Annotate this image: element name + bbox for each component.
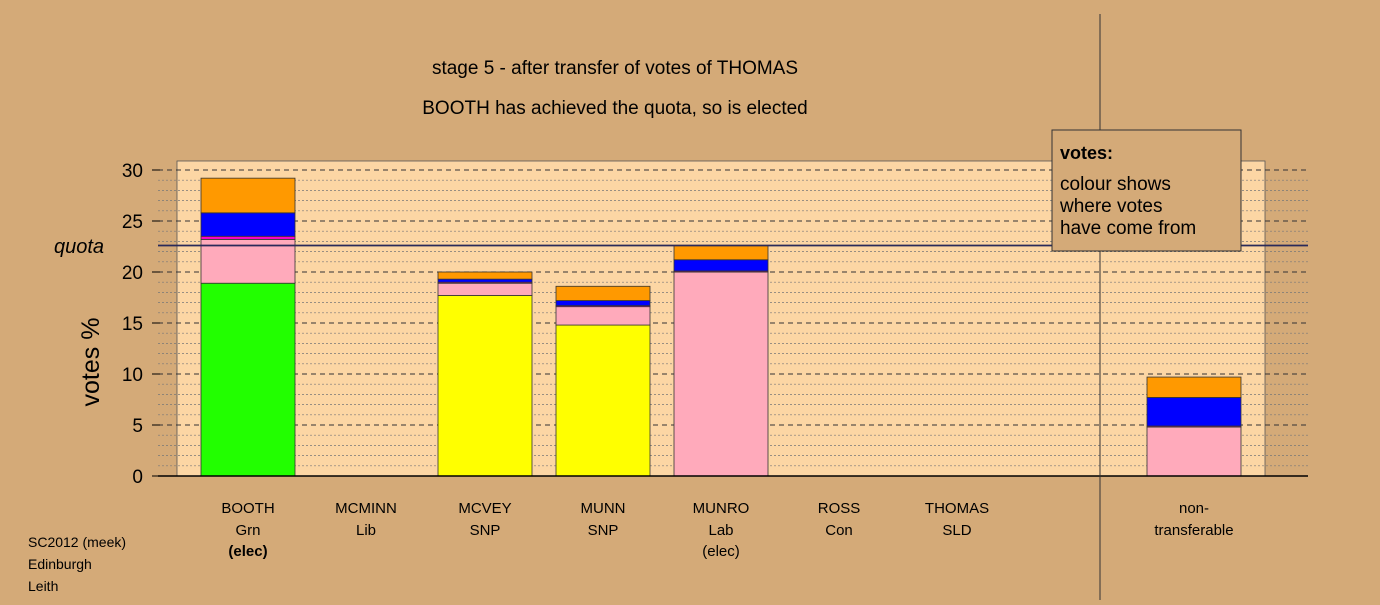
bar-segment-mcvey — [437, 271, 533, 280]
category-labels: BOOTH Grn (elec) MCMINN Lib MCVEY SNP MUNN SNP MU… — [221, 500, 1233, 560]
footer-line-2: Edinburgh — [28, 556, 92, 572]
category-name: MCMINN — [335, 500, 397, 517]
y-tick-label: 30 — [122, 161, 143, 182]
y-axis-label: votes % — [77, 318, 105, 407]
bar-segment-non — [1146, 397, 1242, 427]
bar-segment-munro — [673, 245, 769, 261]
chart-subtitle: BOOTH has achieved the quota, so is elec… — [422, 98, 808, 119]
category-party: SLD — [942, 522, 971, 539]
category-name: MUNN — [581, 500, 626, 517]
bar-segment-non — [1146, 426, 1242, 477]
category-name-line2: transferable — [1154, 522, 1233, 539]
category-name: MCVEY — [458, 500, 511, 517]
bar-segment-mcvey — [437, 282, 533, 296]
bar-segment-mcvey — [437, 295, 533, 477]
category-name: BOOTH — [221, 500, 274, 517]
category-party: Lib — [356, 522, 376, 539]
y-tick-label: 25 — [122, 212, 143, 233]
y-tick-label: 15 — [122, 314, 143, 335]
category-name: THOMAS — [925, 500, 989, 517]
legend-line-2: where votes — [1059, 196, 1162, 217]
bar-segment-munn — [555, 306, 651, 326]
category-party: Con — [825, 522, 853, 539]
bar-segment-munn — [555, 324, 651, 477]
bar-segment-munn — [555, 300, 651, 307]
quota-label: quota — [54, 236, 104, 258]
bar-segment-booth — [200, 177, 296, 214]
category-party: Grn — [235, 522, 260, 539]
bar-segment-booth — [200, 238, 296, 284]
y-tick-label: 20 — [122, 263, 143, 284]
bar-segment-munro — [673, 259, 769, 272]
legend: votes: colour shows where votes have com… — [1051, 129, 1242, 252]
bar-segment-mcvey — [437, 278, 533, 283]
bars — [200, 177, 1242, 477]
bar-segment-booth — [200, 212, 296, 237]
footer-line-3: Leith — [28, 578, 58, 594]
category-status: (elec) — [702, 543, 740, 560]
category-name: MUNRO — [693, 500, 750, 517]
y-tick-label: 5 — [132, 416, 143, 437]
category-status: (elec) — [228, 543, 267, 560]
category-party: SNP — [470, 522, 501, 539]
y-tick-label: 10 — [122, 365, 143, 386]
category-name: non- — [1179, 500, 1209, 517]
category-party: Lab — [708, 522, 733, 539]
legend-line-3: have come from — [1060, 218, 1196, 239]
category-party: SNP — [588, 522, 619, 539]
bar-segment-munro — [673, 271, 769, 477]
legend-title: votes: — [1060, 143, 1113, 163]
bar-segment-booth — [200, 235, 296, 240]
y-tick-label: 0 — [132, 467, 143, 488]
chart-title: stage 5 - after transfer of votes of THO… — [432, 58, 798, 79]
legend-line-1: colour shows — [1060, 174, 1171, 195]
footer-line-1: SC2012 (meek) — [28, 534, 126, 550]
category-name: ROSS — [818, 500, 861, 517]
legend-box — [1051, 129, 1242, 252]
footer: SC2012 (meek) Edinburgh Leith — [28, 534, 126, 594]
bar-segment-booth — [200, 282, 296, 477]
bar-segment-munn — [555, 285, 651, 301]
bar-segment-non — [1146, 376, 1242, 398]
